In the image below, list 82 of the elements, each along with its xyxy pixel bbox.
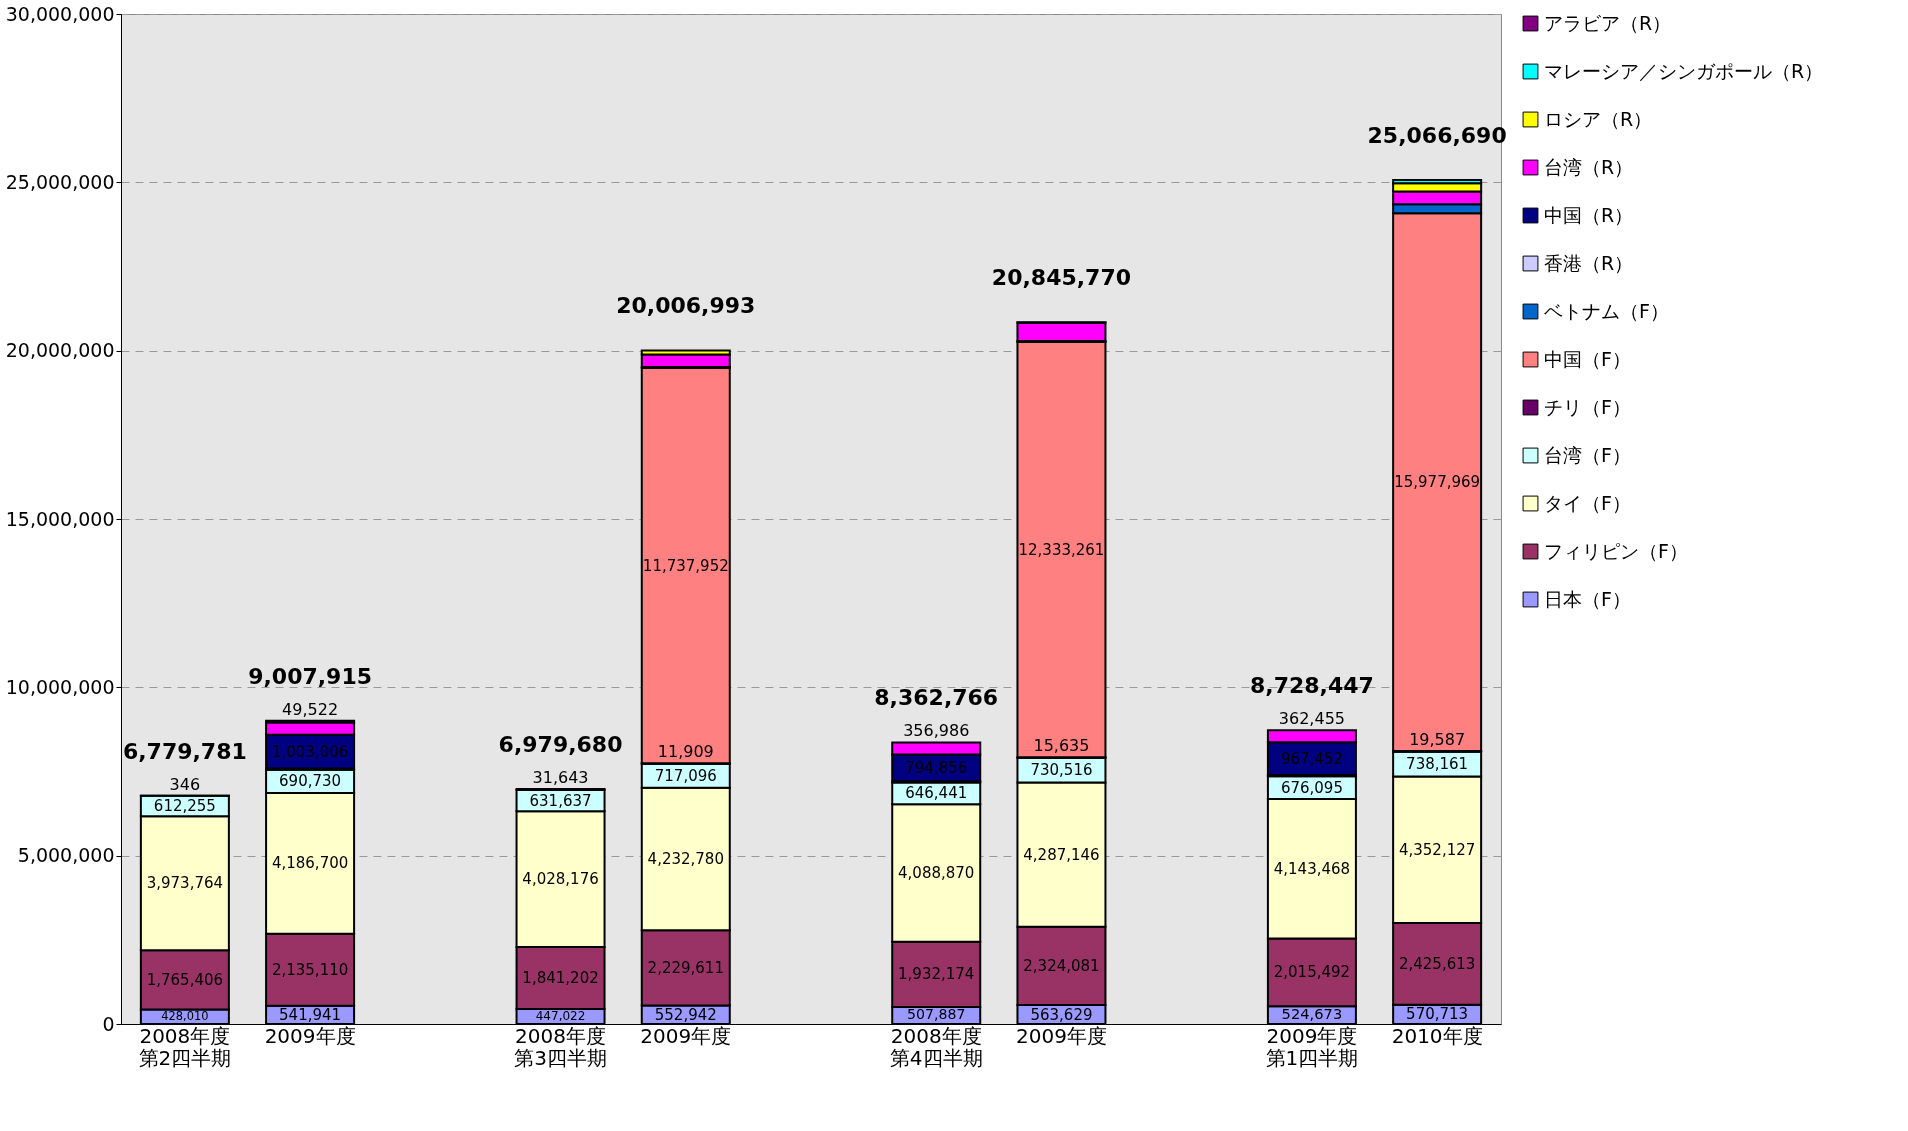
data-label: 1,932,174 bbox=[898, 965, 975, 984]
data-label: 1,841,202 bbox=[522, 968, 599, 987]
legend-label: ベトナム（F） bbox=[1544, 299, 1669, 322]
data-label: 428,010 bbox=[161, 1008, 209, 1023]
data-label: 646,441 bbox=[905, 784, 968, 803]
y-tick-label: 20,000,000 bbox=[5, 339, 115, 362]
legend-label: チリ（F） bbox=[1544, 395, 1631, 418]
y-tick-label: 30,000,000 bbox=[5, 2, 115, 25]
legend-label: アラビア（R） bbox=[1544, 11, 1672, 34]
data-label: 2,425,613 bbox=[1398, 954, 1476, 973]
data-label: 12,333,261 bbox=[1018, 540, 1105, 559]
total-label: 20,845,770 bbox=[991, 265, 1132, 291]
data-label: 15,635 bbox=[1033, 736, 1090, 756]
data-label: 507,887 bbox=[907, 1006, 966, 1023]
data-label: 447,022 bbox=[535, 1009, 586, 1024]
data-label: 1,765,406 bbox=[146, 970, 224, 989]
data-label: 346 bbox=[169, 774, 201, 794]
data-label: 612,255 bbox=[153, 797, 216, 816]
data-label: 49,522 bbox=[282, 699, 339, 719]
data-label: 4,287,146 bbox=[1023, 845, 1100, 864]
data-label: 2,135,110 bbox=[271, 960, 349, 979]
y-tick-label: 10,000,000 bbox=[5, 675, 115, 698]
total-label: 6,979,680 bbox=[498, 732, 623, 758]
total-label: 20,006,993 bbox=[616, 293, 756, 319]
data-label: 19,587 bbox=[1409, 730, 1466, 750]
legend-label: 中国（F） bbox=[1544, 347, 1631, 370]
data-label: 1,003,006 bbox=[271, 742, 349, 761]
data-label: 3,973,764 bbox=[146, 874, 224, 893]
x-tick-label: 2009年度 bbox=[640, 1023, 732, 1048]
data-label: 717,096 bbox=[654, 766, 717, 785]
data-label: 631,637 bbox=[529, 791, 592, 810]
data-label: 552,942 bbox=[654, 1005, 717, 1024]
data-label: 2,324,081 bbox=[1023, 956, 1100, 975]
data-label: 690,730 bbox=[279, 772, 342, 791]
legend-label: ロシア（R） bbox=[1544, 107, 1653, 130]
data-label: 570,713 bbox=[1406, 1005, 1469, 1024]
data-label: 4,352,127 bbox=[1398, 840, 1476, 859]
data-label: 541,941 bbox=[279, 1005, 342, 1024]
data-label: 794,856 bbox=[905, 758, 968, 777]
x-tick-label: 2010年度 bbox=[1391, 1023, 1483, 1048]
data-label: 4,186,700 bbox=[271, 854, 349, 873]
y-tick-label: 5,000,000 bbox=[17, 844, 115, 867]
data-label: 563,629 bbox=[1030, 1005, 1093, 1024]
x-tick-label: 2009年度第1四半期 bbox=[1265, 1023, 1359, 1070]
x-tick-label: 2009年度 bbox=[264, 1023, 356, 1048]
data-label: 11,909 bbox=[657, 742, 714, 762]
data-label: 15,977,969 bbox=[1394, 473, 1481, 492]
data-label: 738,161 bbox=[1406, 755, 1469, 774]
legend-label: 日本（F） bbox=[1544, 587, 1631, 610]
legend-label: 台湾（R） bbox=[1544, 155, 1634, 178]
data-label: 2,015,492 bbox=[1273, 963, 1351, 982]
legend-label: マレーシア／シンガポール（R） bbox=[1544, 59, 1824, 82]
data-label: 4,232,780 bbox=[647, 850, 724, 869]
data-label: 4,028,176 bbox=[522, 870, 599, 889]
data-label: 967,452 bbox=[1280, 749, 1343, 768]
data-label: 2,229,611 bbox=[647, 958, 724, 977]
data-label: 4,088,870 bbox=[898, 864, 975, 883]
data-label: 11,737,952 bbox=[642, 556, 729, 575]
x-tick-label: 2008年度第4四半期 bbox=[889, 1023, 983, 1070]
legend-label: 台湾（F） bbox=[1544, 443, 1631, 466]
data-label: 676,095 bbox=[1280, 778, 1343, 797]
x-tick-label: 2009年度 bbox=[1016, 1023, 1107, 1048]
y-tick-label: 0 bbox=[102, 1012, 115, 1035]
total-label: 8,728,447 bbox=[1249, 673, 1374, 699]
data-label: 362,455 bbox=[1278, 709, 1345, 729]
total-label: 9,007,915 bbox=[248, 663, 373, 689]
data-label: 4,143,468 bbox=[1273, 859, 1351, 878]
data-label: 730,516 bbox=[1030, 761, 1093, 780]
x-tick-label: 2008年度第3四半期 bbox=[514, 1023, 607, 1070]
x-tick-label: 2008年度第2四半期 bbox=[138, 1023, 232, 1070]
legend-label: フィリピン（F） bbox=[1544, 539, 1688, 562]
data-label: 356,986 bbox=[903, 721, 970, 741]
total-label: 8,362,766 bbox=[874, 685, 999, 711]
y-tick-label: 25,000,000 bbox=[5, 170, 115, 193]
data-label: 524,673 bbox=[1281, 1005, 1343, 1023]
data-label: 31,643 bbox=[532, 768, 589, 788]
y-tick-label: 15,000,000 bbox=[5, 507, 115, 530]
legend-label: 中国（R） bbox=[1544, 203, 1634, 226]
total-label: 6,779,781 bbox=[122, 738, 247, 764]
legend-label: 香港（R） bbox=[1544, 251, 1634, 274]
total-label: 25,066,690 bbox=[1367, 123, 1507, 149]
legend-label: タイ（F） bbox=[1544, 491, 1631, 514]
